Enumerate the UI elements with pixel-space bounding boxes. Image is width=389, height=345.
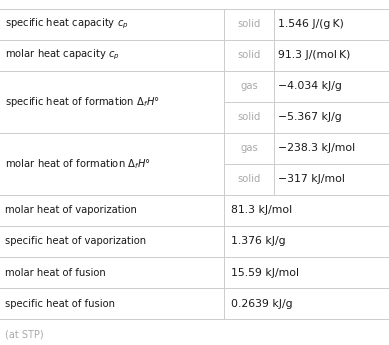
Text: 0.2639 kJ/g: 0.2639 kJ/g	[231, 299, 292, 308]
Text: specific heat of fusion: specific heat of fusion	[5, 299, 115, 308]
Text: gas: gas	[240, 144, 258, 153]
Text: −238.3 kJ/mol: −238.3 kJ/mol	[278, 144, 355, 153]
Text: 1.546 J/(g K): 1.546 J/(g K)	[278, 19, 344, 29]
Text: specific heat of vaporization: specific heat of vaporization	[5, 237, 146, 246]
Text: molar heat capacity $c_p$: molar heat capacity $c_p$	[5, 48, 119, 62]
Text: −317 kJ/mol: −317 kJ/mol	[278, 175, 345, 184]
Text: solid: solid	[237, 50, 261, 60]
Text: specific heat capacity $c_p$: specific heat capacity $c_p$	[5, 17, 128, 31]
Text: −4.034 kJ/g: −4.034 kJ/g	[278, 81, 342, 91]
Text: solid: solid	[237, 175, 261, 184]
Text: 15.59 kJ/mol: 15.59 kJ/mol	[231, 268, 299, 277]
Text: 81.3 kJ/mol: 81.3 kJ/mol	[231, 206, 292, 215]
Text: specific heat of formation $Δ_f H°$: specific heat of formation $Δ_f H°$	[5, 95, 159, 109]
Text: molar heat of vaporization: molar heat of vaporization	[5, 206, 137, 215]
Text: 91.3 J/(mol K): 91.3 J/(mol K)	[278, 50, 350, 60]
Text: 1.376 kJ/g: 1.376 kJ/g	[231, 237, 285, 246]
Text: solid: solid	[237, 19, 261, 29]
Text: molar heat of formation $Δ_f H°$: molar heat of formation $Δ_f H°$	[5, 157, 151, 171]
Text: gas: gas	[240, 81, 258, 91]
Text: solid: solid	[237, 112, 261, 122]
Text: −5.367 kJ/g: −5.367 kJ/g	[278, 112, 342, 122]
Text: (at STP): (at STP)	[5, 330, 43, 339]
Text: molar heat of fusion: molar heat of fusion	[5, 268, 105, 277]
